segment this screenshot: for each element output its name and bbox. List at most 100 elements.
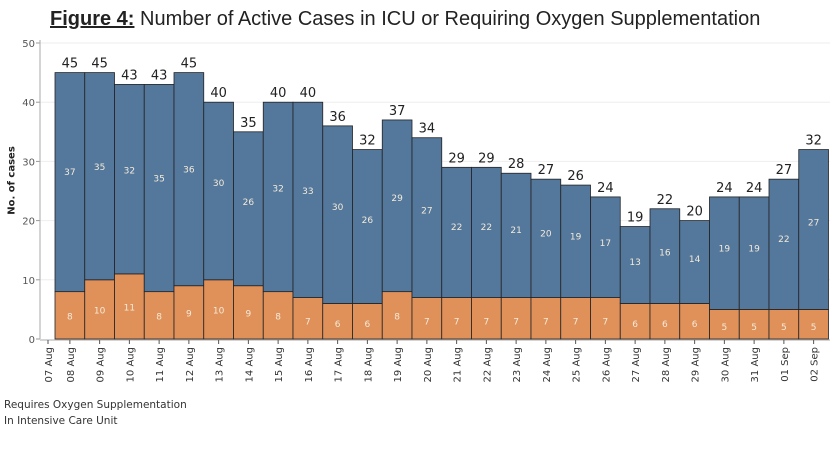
data-label-icu: 11: [124, 303, 135, 313]
data-label-icu: 5: [811, 323, 817, 333]
x-tick-label: 09 Aug: [96, 347, 107, 382]
bar-oxygen: [500, 172, 532, 298]
x-tick-label: 15 Aug: [274, 347, 285, 382]
data-label-oxygen: 26: [243, 198, 255, 208]
x-tick-label: 20 Aug: [423, 347, 434, 382]
stacked-bar-chart: 0 10 20 30 40 50 8 37 45 10 35 45 11 32 43 8 35 43 9 36 45 10…: [22, 39, 830, 382]
data-label-oxygen: 14: [689, 255, 701, 265]
data-label-oxygen: 26: [362, 216, 374, 226]
total-label: 20: [686, 205, 703, 220]
total-label: 26: [567, 169, 584, 184]
y-tick-label: 10: [22, 276, 35, 287]
data-label-oxygen: 22: [778, 235, 789, 245]
total-label: 29: [448, 151, 465, 166]
x-tick-label: 28 Aug: [661, 347, 672, 382]
x-tick-label: 22 Aug: [482, 347, 493, 382]
x-tick-label: 14 Aug: [244, 347, 255, 382]
data-label-icu: 10: [213, 306, 225, 316]
x-tick-label: 31 Aug: [750, 347, 761, 382]
total-label: 45: [62, 57, 79, 72]
data-label-icu: 6: [335, 320, 341, 330]
data-label-oxygen: 19: [570, 233, 582, 243]
total-label: 35: [240, 116, 257, 131]
bar-icu: [381, 291, 413, 340]
x-tick-label: 30 Aug: [720, 347, 731, 382]
data-label-oxygen: 19: [748, 245, 760, 255]
data-label-icu: 7: [513, 317, 519, 327]
total-label: 22: [657, 193, 674, 208]
data-label-icu: 7: [484, 317, 490, 327]
total-label: 40: [300, 86, 317, 101]
bar-icu: [738, 308, 770, 340]
x-tick-label: 01 Sep: [780, 347, 791, 382]
bar-icu: [114, 273, 145, 340]
total-label: 37: [389, 104, 406, 119]
bar-oxygen: [798, 149, 829, 310]
data-label-oxygen: 35: [94, 163, 105, 173]
bar-icu: [441, 297, 472, 340]
legend-icu: In Intensive Care Unit: [4, 415, 118, 427]
total-label: 24: [746, 181, 763, 196]
total-label: 32: [359, 134, 376, 149]
chart-title: Figure 4: Number of Active Cases in ICU …: [50, 8, 760, 31]
data-label-icu: 10: [94, 306, 106, 316]
x-tick-label: 07 Aug: [44, 347, 55, 382]
bar-oxygen: [114, 84, 145, 275]
data-label-icu: 7: [543, 317, 549, 327]
title-text: Number of Active Cases in ICU or Requiri…: [134, 8, 761, 30]
bar-icu: [560, 297, 591, 340]
bar-oxygen: [233, 131, 264, 287]
total-label: 40: [270, 86, 287, 101]
bar-oxygen: [441, 166, 472, 298]
total-label: 24: [716, 181, 733, 196]
data-label-icu: 9: [186, 309, 192, 319]
y-tick-label: 40: [22, 98, 35, 109]
x-tick-label: 21 Aug: [453, 347, 464, 382]
bar-oxygen: [411, 137, 443, 298]
x-tick-label: 10 Aug: [125, 347, 136, 382]
data-label-icu: 8: [394, 312, 400, 322]
data-label-oxygen: 29: [391, 194, 403, 204]
bar-oxygen: [709, 196, 740, 310]
total-label: 29: [478, 151, 495, 166]
data-label-icu: 9: [246, 309, 252, 319]
data-label-icu: 6: [365, 320, 371, 330]
y-tick-label: 50: [22, 39, 35, 50]
data-label-oxygen: 19: [719, 245, 731, 255]
bar-oxygen: [173, 72, 205, 287]
data-label-oxygen: 32: [272, 184, 283, 194]
data-label-icu: 6: [662, 320, 668, 330]
data-label-icu: 7: [573, 317, 579, 327]
data-label-icu: 7: [454, 317, 460, 327]
total-label: 32: [805, 134, 822, 149]
bar-oxygen: [143, 84, 175, 293]
bar-icu: [590, 297, 621, 340]
total-label: 40: [210, 86, 227, 101]
total-label: 45: [181, 57, 198, 72]
x-tick-label: 26 Aug: [601, 347, 612, 382]
data-label-oxygen: 37: [64, 168, 75, 178]
y-tick-label: 20: [22, 217, 35, 228]
bar-oxygen: [649, 208, 681, 304]
data-label-icu: 7: [603, 317, 609, 327]
total-label: 19: [627, 211, 644, 226]
bar-oxygen: [560, 184, 591, 298]
data-label-oxygen: 21: [510, 226, 521, 236]
x-tick-label: 18 Aug: [363, 347, 374, 382]
data-label-icu: 7: [305, 317, 311, 327]
data-label-oxygen: 22: [481, 223, 492, 233]
data-label-oxygen: 16: [659, 248, 671, 258]
figure-label: Figure 4:: [50, 8, 135, 30]
x-tick-label: 27 Aug: [631, 347, 642, 382]
data-label-icu: 5: [751, 323, 757, 333]
bar-oxygen: [54, 72, 86, 293]
bar-oxygen: [292, 101, 324, 298]
bar-oxygen: [590, 196, 621, 298]
x-tick-label: 12 Aug: [185, 347, 196, 382]
x-tick-label: 13 Aug: [215, 347, 226, 382]
data-label-icu: 8: [275, 312, 281, 322]
x-tick-label: 25 Aug: [572, 347, 583, 382]
bar-oxygen: [679, 220, 710, 304]
data-label-oxygen: 32: [124, 167, 135, 177]
x-tick-label: 16 Aug: [304, 347, 315, 382]
